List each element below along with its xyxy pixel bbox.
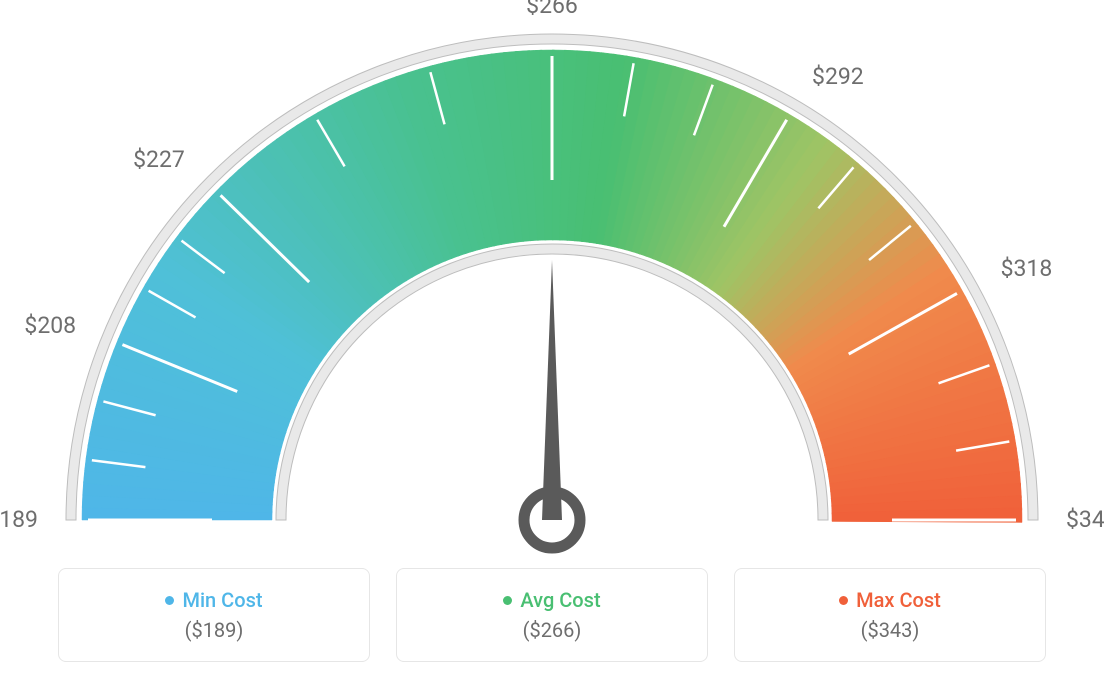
gauge-area: $189 $208 $227 $266 $292 $318 $343	[0, 0, 1104, 560]
legend-title-max: Max Cost	[839, 588, 941, 612]
legend-dot-min	[165, 596, 174, 605]
tick-label: $227	[115, 146, 185, 173]
gauge-svg	[0, 0, 1104, 560]
legend-title-max-text: Max Cost	[856, 588, 941, 612]
tick-label: $343	[1066, 506, 1104, 533]
tick-label: $208	[6, 312, 76, 339]
legend-card-min: Min Cost ($189)	[58, 568, 370, 662]
legend-dot-avg	[503, 596, 512, 605]
legend-card-avg: Avg Cost ($266)	[396, 568, 708, 662]
legend-title-min-text: Min Cost	[182, 588, 262, 612]
tick-label: $292	[812, 63, 882, 90]
tick-label: $266	[517, 0, 587, 19]
legend-title-min: Min Cost	[165, 588, 262, 612]
legend-value-min: ($189)	[185, 618, 244, 642]
gauge-chart-container: $189 $208 $227 $266 $292 $318 $343 Min Cost ($…	[0, 0, 1104, 690]
legend-title-avg-text: Avg Cost	[520, 588, 600, 612]
legend-row: Min Cost ($189) Avg Cost ($266) Max Cost…	[0, 568, 1104, 662]
legend-value-avg: ($266)	[523, 618, 582, 642]
tick-label: $318	[1001, 255, 1071, 282]
legend-card-max: Max Cost ($343)	[734, 568, 1046, 662]
legend-dot-max	[839, 596, 848, 605]
legend-title-avg: Avg Cost	[503, 588, 600, 612]
tick-label: $189	[0, 506, 38, 533]
legend-value-max: ($343)	[861, 618, 920, 642]
